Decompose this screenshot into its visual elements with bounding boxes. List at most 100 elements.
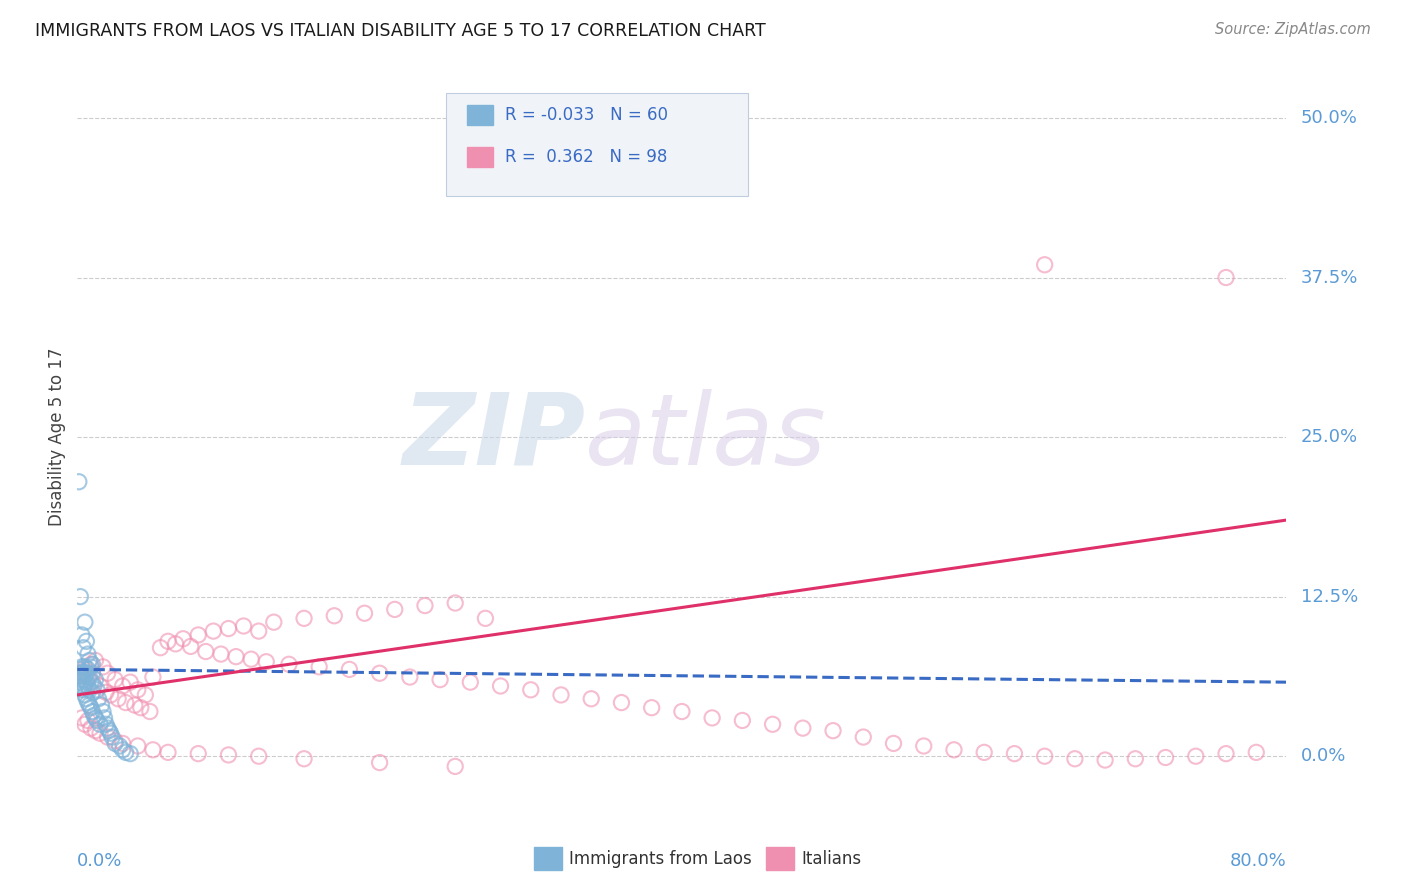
- Point: [69, 662, 91, 676]
- Point: [225, 649, 247, 664]
- Text: Italians: Italians: [801, 850, 862, 868]
- Point: [72, 665, 94, 679]
- Point: [187, 628, 209, 642]
- Point: [581, 691, 603, 706]
- Point: [1033, 258, 1056, 272]
- Point: [75, 634, 97, 648]
- Point: [104, 734, 127, 748]
- Point: [165, 637, 187, 651]
- Point: [114, 745, 136, 759]
- Point: [232, 619, 254, 633]
- Point: [399, 670, 422, 684]
- Point: [124, 698, 146, 713]
- Point: [520, 682, 543, 697]
- Point: [308, 660, 330, 674]
- Point: [79, 670, 101, 684]
- Point: [70, 666, 93, 681]
- Point: [1123, 752, 1146, 766]
- Point: [114, 696, 136, 710]
- Point: [89, 726, 111, 740]
- Text: 25.0%: 25.0%: [1301, 428, 1358, 446]
- Point: [70, 679, 93, 693]
- Point: [474, 611, 496, 625]
- FancyBboxPatch shape: [467, 105, 494, 125]
- Point: [67, 475, 90, 489]
- Point: [90, 698, 112, 713]
- FancyBboxPatch shape: [446, 93, 748, 196]
- Point: [353, 606, 375, 620]
- Point: [82, 705, 104, 719]
- Point: [120, 675, 142, 690]
- Point: [108, 739, 131, 753]
- Point: [82, 675, 104, 690]
- Point: [973, 745, 995, 759]
- Point: [82, 666, 104, 681]
- Point: [67, 673, 90, 687]
- Text: 50.0%: 50.0%: [1301, 109, 1358, 127]
- Point: [77, 679, 100, 693]
- Point: [83, 708, 105, 723]
- Point: [89, 679, 111, 693]
- Point: [180, 640, 202, 654]
- Point: [384, 602, 406, 616]
- Point: [413, 599, 436, 613]
- Point: [209, 647, 232, 661]
- Point: [72, 640, 94, 655]
- Text: 0.0%: 0.0%: [77, 852, 122, 870]
- Point: [73, 660, 96, 674]
- Point: [104, 673, 127, 687]
- Point: [73, 679, 96, 693]
- Point: [67, 666, 90, 681]
- Point: [368, 756, 391, 770]
- Point: [194, 644, 217, 658]
- Point: [77, 647, 100, 661]
- Point: [429, 673, 451, 687]
- Point: [550, 688, 572, 702]
- Point: [702, 711, 724, 725]
- Point: [75, 675, 97, 690]
- Point: [731, 714, 754, 728]
- Point: [641, 700, 664, 714]
- Point: [70, 660, 93, 674]
- Text: ZIP: ZIP: [402, 389, 585, 485]
- Point: [134, 688, 156, 702]
- Point: [129, 700, 152, 714]
- Point: [240, 652, 263, 666]
- Point: [70, 628, 93, 642]
- Point: [1154, 750, 1177, 764]
- Point: [84, 711, 107, 725]
- Point: [458, 675, 481, 690]
- Point: [263, 615, 285, 630]
- Point: [73, 717, 96, 731]
- Text: Immigrants from Laos: Immigrants from Laos: [569, 850, 752, 868]
- Point: [82, 657, 104, 672]
- Text: 80.0%: 80.0%: [1230, 852, 1286, 870]
- Point: [96, 730, 118, 744]
- Point: [942, 743, 965, 757]
- Point: [104, 736, 127, 750]
- Point: [94, 685, 117, 699]
- Point: [157, 745, 180, 759]
- Point: [247, 749, 270, 764]
- Point: [100, 726, 122, 740]
- Point: [73, 615, 96, 630]
- Point: [96, 721, 118, 735]
- Point: [368, 666, 391, 681]
- Point: [218, 622, 240, 636]
- Point: [70, 670, 93, 684]
- Point: [323, 608, 346, 623]
- Point: [80, 721, 103, 735]
- Point: [73, 662, 96, 676]
- Point: [69, 675, 91, 690]
- Point: [79, 698, 101, 713]
- Point: [98, 723, 121, 738]
- Point: [912, 739, 935, 753]
- Point: [84, 653, 107, 667]
- Point: [77, 714, 100, 728]
- Point: [100, 688, 122, 702]
- Point: [79, 653, 101, 667]
- Text: atlas: atlas: [585, 389, 827, 485]
- Point: [91, 705, 114, 719]
- Point: [1246, 745, 1268, 759]
- Point: [69, 669, 91, 683]
